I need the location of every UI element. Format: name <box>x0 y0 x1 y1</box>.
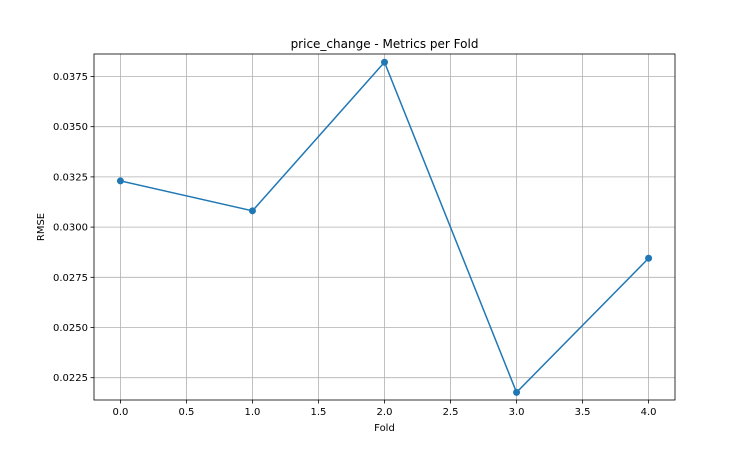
x-tick-label: 1.0 <box>245 407 261 418</box>
data-point <box>116 177 124 185</box>
grid <box>94 54 675 400</box>
x-tick-label: 0.5 <box>178 407 194 418</box>
plot-frame <box>93 53 676 401</box>
y-tick-label: 0.0250 <box>53 323 88 334</box>
y-tick-label: 0.0325 <box>53 172 88 183</box>
x-tick-label: 2.5 <box>443 407 459 418</box>
y-tick-label: 0.0225 <box>53 373 88 384</box>
y-tick-label: 0.0300 <box>53 223 88 234</box>
chart-title: price_change - Metrics per Fold <box>291 37 479 51</box>
y-tick-label: 0.0375 <box>53 72 88 83</box>
y-tick-label: 0.0275 <box>53 273 88 284</box>
data-point <box>248 207 256 215</box>
data-point <box>381 58 388 66</box>
x-tick-label: 1.5 <box>311 407 327 418</box>
axis-ticks: 0.0 0.5 1.0 1.5 2.0 2.5 3.0 3.5 4.0 0.0225 0.0250 0… <box>53 72 657 418</box>
x-tick-label: 4.0 <box>641 407 657 418</box>
x-tick-label: 2.0 <box>377 407 393 418</box>
x-tick-label: 0.0 <box>112 407 128 418</box>
x-tick-label: 3.0 <box>509 407 525 418</box>
data-point <box>513 388 521 396</box>
y-axis-label: RMSE <box>36 213 47 241</box>
x-axis-label: Fold <box>374 423 395 434</box>
y-tick-label: 0.0350 <box>53 122 88 133</box>
x-tick-label: 3.5 <box>575 407 591 418</box>
data-point <box>645 254 653 262</box>
data-series <box>116 58 653 396</box>
